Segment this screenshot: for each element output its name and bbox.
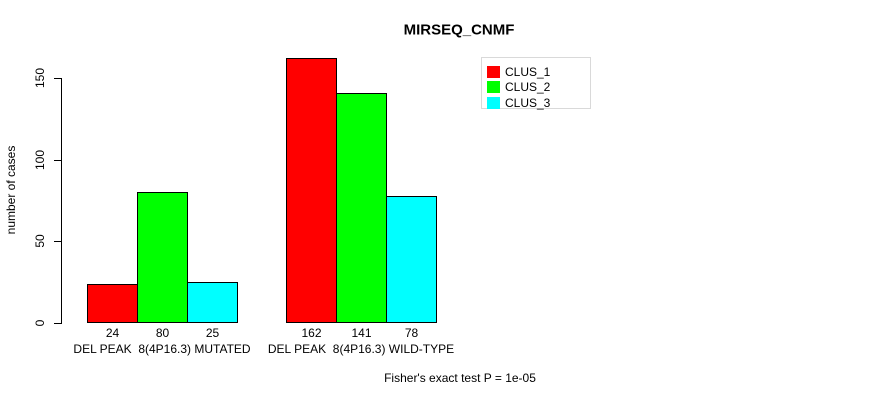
legend-item-clus-1: CLUS_1 — [487, 64, 590, 80]
legend-swatch-clus-2 — [487, 81, 500, 94]
legend: CLUS_1 CLUS_2 CLUS_3 — [481, 57, 591, 111]
legend-label-clus-3: CLUS_3 — [505, 95, 551, 110]
legend-item-clus-3: CLUS_3 — [487, 95, 590, 111]
bar-clus-2-group-1 — [137, 192, 188, 323]
category-label-group-2: DEL PEAK 8(4P16.3) WILD-TYPE — [267, 342, 455, 356]
category-label-group-1: DEL PEAK 8(4P16.3) MUTATED — [73, 342, 251, 356]
bar-clus-1-group-1 — [87, 283, 138, 323]
bar-value-label: 25 — [205, 326, 220, 340]
y-tick-label: 150 — [33, 67, 47, 89]
legend-swatch-clus-1 — [487, 65, 500, 78]
bar-clus-1-group-2 — [286, 58, 337, 323]
bar-clus-2-group-2 — [336, 92, 387, 323]
bar-clus-3-group-1 — [187, 282, 238, 323]
y-tick-label: 50 — [33, 234, 47, 249]
bar-value-label: 80 — [155, 326, 170, 340]
legend-swatch-clus-3 — [487, 96, 500, 109]
legend-label-clus-1: CLUS_1 — [505, 64, 551, 79]
y-tick-mark — [54, 159, 61, 161]
bar-value-label: 162 — [301, 326, 322, 340]
y-axis-line — [61, 78, 62, 324]
y-axis-title: number of cases — [4, 145, 18, 235]
chart-title: MIRSEQ_CNMF — [403, 21, 515, 39]
bar-value-label: 78 — [404, 326, 419, 340]
legend-item-clus-2: CLUS_2 — [487, 80, 590, 96]
y-tick-label: 0 — [33, 319, 47, 327]
y-tick-label: 100 — [33, 149, 47, 170]
bar-value-label: 141 — [351, 326, 372, 340]
y-tick-mark — [54, 241, 61, 243]
footnote-text: Fisher's exact test P = 1e-05 — [384, 371, 536, 385]
y-tick-mark — [54, 78, 61, 79]
y-tick-mark — [54, 323, 61, 324]
bar-value-label: 24 — [105, 326, 120, 340]
legend-label-clus-2: CLUS_2 — [505, 80, 551, 95]
bar-clus-3-group-2 — [386, 195, 437, 323]
